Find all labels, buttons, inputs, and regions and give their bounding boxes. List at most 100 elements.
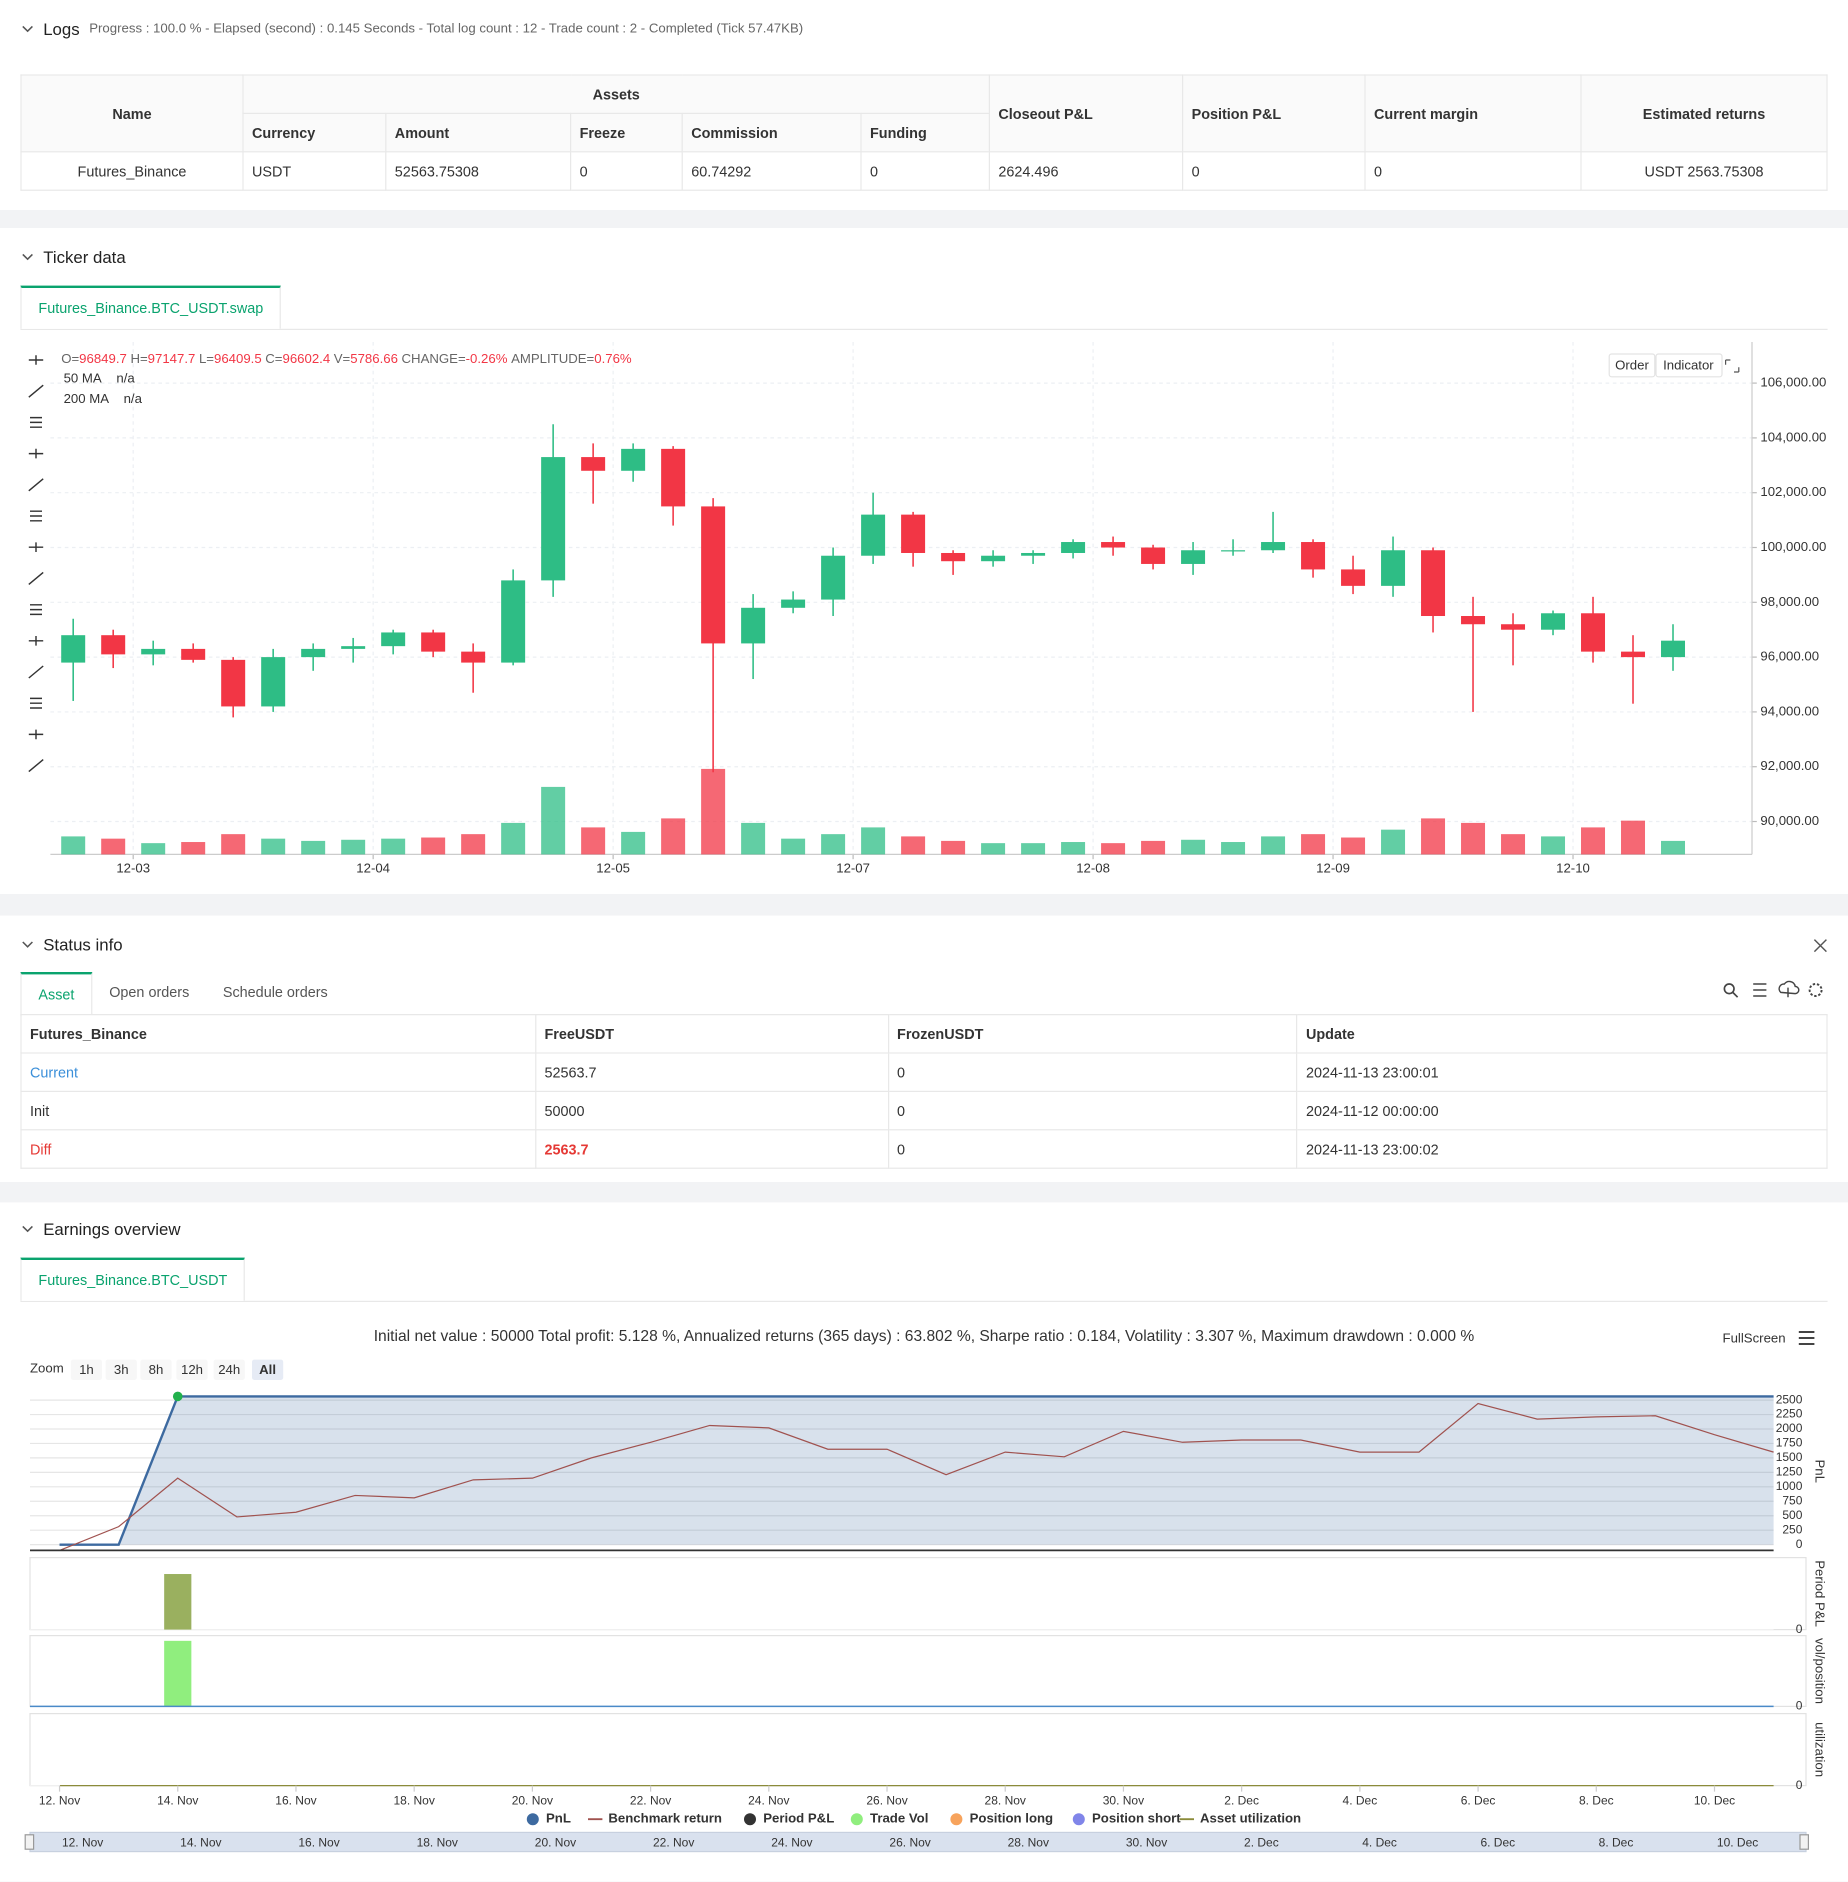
settings-icon[interactable]	[1808, 983, 1823, 997]
legend-marker	[950, 1813, 963, 1826]
legend-label[interactable]: Asset utilization	[1200, 1811, 1301, 1826]
zoom-button[interactable]	[140, 1359, 172, 1380]
header-cell: Current margin	[1364, 74, 1582, 153]
y-axis-title: utilization	[1813, 1722, 1828, 1777]
zoom-button-label[interactable]: 12h	[181, 1362, 203, 1377]
chart-button-label[interactable]: Order	[1615, 357, 1649, 372]
zoom-button[interactable]	[213, 1359, 245, 1380]
logs-section: Logs Progress : 100.0 % - Elapsed (secon…	[0, 0, 1848, 211]
fullscreen-button[interactable]: FullScreen	[1723, 1331, 1786, 1346]
drawing-tool[interactable]	[28, 571, 44, 585]
drawing-tool[interactable]	[30, 416, 43, 428]
candle-body	[301, 648, 326, 658]
candle-body	[1181, 550, 1206, 564]
zoom-button-label[interactable]: 1h	[79, 1362, 94, 1377]
drawing-tool[interactable]	[28, 759, 44, 773]
volume-bar	[301, 840, 326, 855]
cell: 0	[860, 151, 991, 191]
tab[interactable]: Futures_Binance.BTC_USDT.swap	[20, 285, 282, 329]
candle-body	[661, 448, 686, 507]
drawing-tool[interactable]	[30, 510, 43, 522]
drawing-tool[interactable]	[28, 448, 44, 459]
candlestick-chart: 90,000.00 92,000.00 94,000.00 96,000.00 98,0…	[20, 342, 1828, 883]
cell: Diff	[20, 1129, 537, 1169]
cell: 52563.75308	[385, 151, 572, 191]
legend-label[interactable]: Benchmark return	[608, 1811, 722, 1826]
volume-bar	[741, 822, 766, 855]
drawing-tool[interactable]	[28, 478, 44, 492]
cell: 0	[887, 1129, 1298, 1169]
volume-bar	[781, 838, 806, 855]
volume-bar	[821, 834, 846, 855]
bar	[164, 1574, 192, 1630]
x-tick-label: 12. Nov	[39, 1793, 80, 1807]
volume-bar	[1301, 834, 1326, 855]
header-cell: Assets	[242, 74, 991, 115]
legend-marker	[744, 1813, 756, 1826]
y-tick-label: 2500	[1776, 1392, 1803, 1406]
legend-label[interactable]: PnL	[546, 1811, 571, 1826]
list-icon[interactable]	[1753, 983, 1767, 997]
legend-key: L=	[199, 351, 214, 366]
tab[interactable]: Asset	[20, 972, 93, 1016]
y-tick-label: 500	[1782, 1508, 1802, 1522]
zoom-button[interactable]	[176, 1359, 208, 1380]
zoom-button-label[interactable]: All	[259, 1362, 276, 1377]
subheader-row: Currency Amount Freeze Commission Fundin…	[21, 112, 1827, 153]
legend-value: 96849.7	[79, 351, 127, 366]
drawing-tool[interactable]	[28, 384, 44, 398]
navigator-label: 22. Nov	[653, 1835, 694, 1849]
legend-value: 5786.66	[350, 351, 398, 366]
legend-label[interactable]: Trade Vol	[870, 1811, 928, 1826]
status-icons	[1723, 939, 1827, 998]
volume-bar	[1581, 827, 1606, 855]
earnings-header[interactable]: Earnings overview	[22, 1219, 180, 1238]
y-tick-label: 106,000.00	[1760, 375, 1826, 390]
y-tick-label: 1250	[1776, 1465, 1803, 1479]
drawing-tool[interactable]	[28, 729, 44, 740]
fullscreen-icon[interactable]	[1725, 359, 1740, 373]
legend-label[interactable]: Position short	[1092, 1811, 1181, 1826]
legend-label[interactable]: Period P&L	[763, 1811, 834, 1826]
chart-button[interactable]	[1608, 353, 1656, 378]
cell: 2624.496	[988, 151, 1184, 191]
chart-button[interactable]	[1655, 353, 1723, 378]
zoom-button[interactable]	[252, 1359, 284, 1380]
zoom-button-label[interactable]: 3h	[114, 1362, 129, 1377]
zoom-button[interactable]	[70, 1359, 103, 1380]
candle-body	[981, 555, 1006, 562]
drawing-tool[interactable]	[30, 604, 43, 616]
legend-label[interactable]: Position long	[970, 1811, 1054, 1826]
zoom-button-label[interactable]: 8h	[149, 1362, 164, 1377]
expand-icon[interactable]	[1813, 939, 1827, 953]
ticker-header[interactable]: Ticker data	[22, 247, 126, 266]
x-tick-label: 12-03	[116, 860, 150, 875]
x-tick-label: 10. Dec	[1694, 1793, 1735, 1807]
tab[interactable]: Futures_Binance.BTC_USDT	[20, 1257, 246, 1301]
chevron	[22, 253, 33, 261]
menu-icon[interactable]	[1798, 1331, 1815, 1345]
zoom-button-label[interactable]: 24h	[218, 1362, 240, 1377]
drawing-tool[interactable]	[28, 665, 44, 679]
chart-button-label[interactable]: Indicator	[1663, 357, 1714, 372]
navigator-label: 24. Nov	[771, 1835, 812, 1849]
navigator-handle[interactable]	[24, 1834, 35, 1850]
status-table: Futures_Binance FreeUSDT FrozenUSDT Update C…	[20, 1014, 1828, 1169]
logs-header[interactable]: Logs Progress : 100.0 % - Elapsed (secon…	[22, 19, 804, 38]
search-icon[interactable]	[1723, 983, 1735, 995]
x-tick-label: 6. Dec	[1461, 1793, 1496, 1807]
legend-key: CHANGE=	[402, 351, 466, 366]
tab[interactable]: Open orders	[92, 972, 207, 1013]
navigator-handle[interactable]	[1799, 1834, 1810, 1850]
ohlc-legend: O=96849.7 H=97147.7 L=96409.5 C=96602.4 V=57…	[61, 351, 632, 366]
drawing-tool[interactable]	[30, 697, 43, 709]
candle-body	[741, 607, 766, 644]
cloud-icon[interactable]	[1778, 980, 1800, 998]
tab[interactable]: Schedule orders	[206, 972, 345, 1013]
drawing-tool[interactable]	[28, 542, 44, 553]
search-icon[interactable]	[1732, 991, 1739, 998]
drawing-tool[interactable]	[28, 355, 44, 365]
drawing-tool[interactable]	[28, 636, 44, 646]
status-header[interactable]: Status info	[22, 935, 123, 954]
zoom-button[interactable]	[105, 1359, 137, 1380]
